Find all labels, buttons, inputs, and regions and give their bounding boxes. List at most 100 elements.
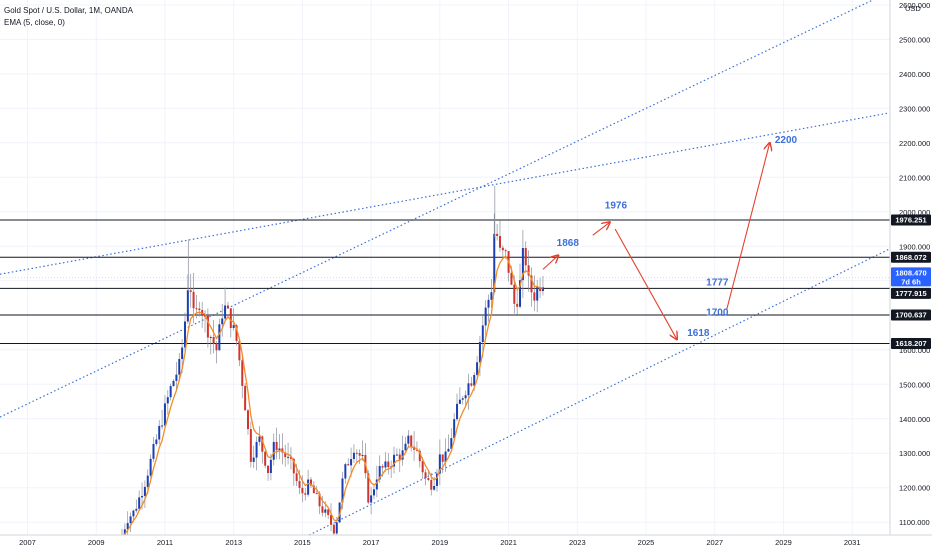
candle-body — [175, 374, 178, 381]
candle-body — [158, 425, 161, 440]
price-tick-label: 2300.000 — [899, 104, 930, 113]
candle-body — [143, 486, 146, 496]
candle-body — [235, 325, 238, 341]
price-tick-label: 1400.000 — [899, 415, 930, 424]
candle-body — [289, 456, 292, 459]
candle-body — [281, 448, 284, 453]
time-tick-label: 2011 — [157, 538, 173, 547]
candle-body — [355, 452, 358, 454]
candle-body — [327, 509, 330, 515]
candle-body — [178, 359, 181, 375]
price-tick-label: 2400.000 — [899, 70, 930, 79]
candle-body — [541, 287, 544, 292]
time-axis: 2007 2009 2011 2013 2015 2017 2019 2021 2023 2025… — [0, 534, 932, 550]
candle-body — [521, 248, 524, 281]
candle-body — [524, 248, 527, 266]
trendlines — [0, 0, 891, 536]
candle-body — [315, 493, 318, 495]
candle-body — [490, 292, 493, 300]
candle-body — [221, 318, 224, 325]
candle-body — [183, 321, 186, 348]
candle-body — [415, 449, 418, 451]
candle-body — [438, 454, 441, 474]
candle-body — [166, 397, 169, 404]
trendline-middle-channel — [0, 112, 891, 275]
annotation-label: 1976 — [605, 200, 628, 211]
candle-body — [298, 481, 301, 488]
time-tick-label: 2007 — [19, 538, 36, 547]
projection-arrow — [592, 222, 610, 236]
candle-body — [152, 443, 155, 459]
price-tick-label: 1600.000 — [899, 346, 930, 355]
horizontal-levels — [0, 219, 890, 344]
candle-body — [198, 308, 201, 311]
projection-arrow — [726, 143, 770, 310]
current-price-tag-text: 1808.470 — [895, 268, 926, 277]
candle-body — [255, 441, 258, 458]
candle-body — [384, 461, 387, 468]
candle-body — [470, 383, 473, 386]
candle-body — [393, 454, 396, 467]
candle-body — [226, 305, 229, 309]
candle-body — [350, 459, 353, 466]
price-tick-label: 1300.000 — [899, 449, 930, 458]
candle-body — [330, 514, 333, 525]
candle-body — [372, 489, 375, 496]
candle-body — [278, 448, 281, 451]
candle-body — [241, 360, 244, 386]
candle-body — [390, 466, 393, 468]
candle-body — [244, 385, 247, 411]
candle-body — [269, 459, 272, 474]
indicator-label: EMA (5, close, 0) — [4, 18, 65, 27]
level-price-tag-text: 1868.072 — [895, 253, 926, 262]
current-price-tag-text: 7d 6h — [901, 277, 921, 286]
candle-body — [367, 473, 370, 503]
price-tick-label: 1900.000 — [899, 242, 930, 251]
candle-body — [189, 290, 192, 292]
candle-body — [398, 454, 401, 460]
candle-body — [224, 305, 227, 319]
candle-body — [172, 380, 175, 387]
chart-legend: Gold Spot / U.S. Dollar, 1M, OANDA EMA (… — [4, 5, 133, 29]
candle-body — [358, 453, 361, 456]
candle-body — [427, 478, 430, 480]
candle-body — [204, 315, 207, 317]
symbol-title: Gold Spot / U.S. Dollar, 1M, OANDA — [4, 6, 133, 15]
candle-body — [218, 324, 221, 351]
time-tick-label: 2017 — [363, 538, 380, 547]
candle-body — [309, 479, 312, 486]
ema-line — [121, 255, 543, 537]
candle-body — [501, 247, 504, 251]
candle-body — [138, 497, 141, 509]
level-price-tag-bg — [891, 251, 931, 263]
candle-body — [209, 336, 212, 338]
candle-body — [375, 479, 378, 490]
candle-body — [258, 436, 261, 442]
projection-arrow — [614, 228, 677, 339]
candle-body — [476, 362, 479, 376]
candle-body — [410, 435, 413, 447]
candle-body — [206, 315, 209, 338]
candle-body — [238, 340, 241, 361]
candle-body — [370, 495, 373, 503]
price-tick-label: 2200.000 — [899, 139, 930, 148]
candle-body — [129, 516, 132, 524]
candle-body — [430, 479, 433, 490]
candle-body — [467, 383, 470, 396]
candle-body — [126, 523, 129, 530]
price-tick-label: 1100.000 — [899, 518, 930, 527]
candle-body — [458, 399, 461, 404]
candle-body — [378, 466, 381, 480]
candle-body — [169, 386, 172, 398]
candle-body — [246, 410, 249, 430]
price-tick-label: 2600.000 — [899, 1, 930, 10]
candle-body — [421, 461, 424, 473]
candle-body — [341, 478, 344, 503]
candle-body — [361, 455, 364, 457]
candle-body — [267, 465, 270, 474]
candle-body — [155, 439, 158, 444]
candle-body — [539, 287, 542, 292]
price-tick-label: 2000.000 — [899, 208, 930, 217]
price-tags: 1976.251 1868.072 1777.915 1700.637 1618.207… — [891, 214, 931, 349]
